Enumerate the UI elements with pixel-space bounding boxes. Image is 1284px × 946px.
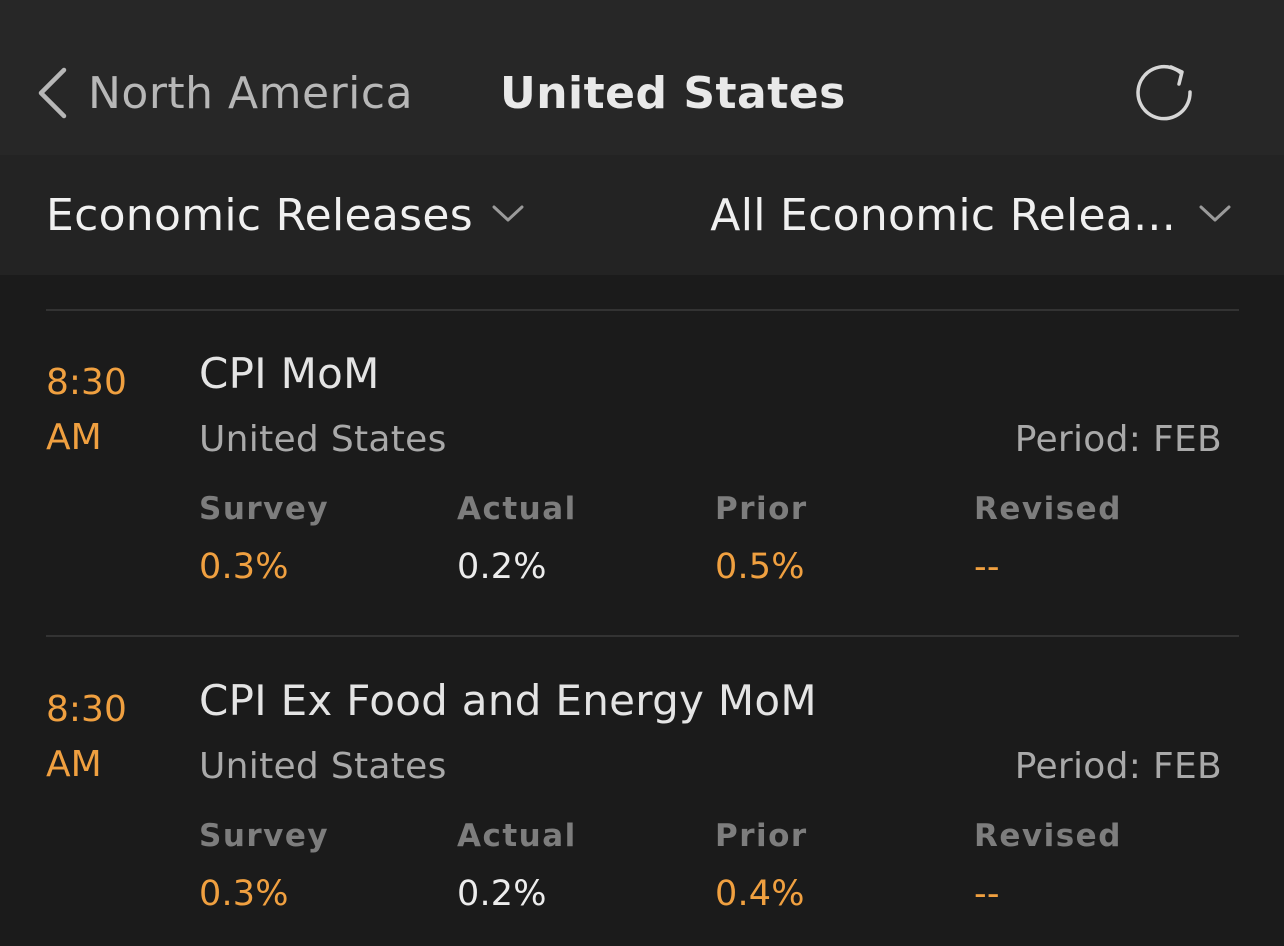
stat-label: Revised <box>974 491 1122 527</box>
stat-label: Prior <box>715 818 808 854</box>
back-label: North America <box>88 67 414 119</box>
release-row[interactable]: 8:30 AM CPI Ex Food and Energy MoM Unite… <box>0 638 1284 928</box>
stat-revised: Revised -- <box>974 818 1214 914</box>
stat-actual: Actual 0.2% <box>457 818 697 914</box>
stat-value: 0.2% <box>457 547 547 587</box>
stat-value: 0.5% <box>715 547 805 587</box>
release-period: Period: FEB <box>1014 419 1222 460</box>
release-country: United States <box>199 746 447 787</box>
stat-value: 0.2% <box>457 874 547 914</box>
chevron-left-icon <box>36 67 68 119</box>
release-time-hour: 8:30 <box>46 362 127 403</box>
refresh-icon <box>1130 64 1198 130</box>
page-title: United States <box>500 67 846 119</box>
release-time-ampm: AM <box>46 744 102 785</box>
subcategory-dropdown-label: All Economic Relea... <box>710 189 1176 241</box>
stat-value: 0.4% <box>715 874 805 914</box>
stat-label: Revised <box>974 818 1122 854</box>
subcategory-dropdown[interactable]: All Economic Relea... <box>710 185 1232 245</box>
stat-survey: Survey 0.3% <box>199 818 439 914</box>
release-title: CPI Ex Food and Energy MoM <box>199 676 817 725</box>
stat-value: -- <box>974 874 1000 914</box>
stat-value: -- <box>974 547 1000 587</box>
chevron-down-icon <box>1198 203 1232 227</box>
stat-label: Actual <box>457 491 577 527</box>
back-button[interactable]: North America <box>36 62 413 124</box>
release-time-hour: 8:30 <box>46 689 127 730</box>
stat-label: Survey <box>199 818 330 854</box>
release-time: 8:30 AM <box>46 682 166 792</box>
nav-bar: North America United States <box>0 0 1284 155</box>
list-divider <box>46 309 1239 311</box>
stat-revised: Revised -- <box>974 491 1214 587</box>
release-period: Period: FEB <box>1014 746 1222 787</box>
stat-value: 0.3% <box>199 547 289 587</box>
release-time: 8:30 AM <box>46 355 166 465</box>
stat-survey: Survey 0.3% <box>199 491 439 587</box>
release-list: 8:30 AM CPI MoM United States Period: FE… <box>0 275 1284 946</box>
stat-prior: Prior 0.4% <box>715 818 955 914</box>
release-country: United States <box>199 419 447 460</box>
refresh-button[interactable] <box>1130 58 1198 126</box>
release-time-ampm: AM <box>46 417 102 458</box>
release-title: CPI MoM <box>199 349 380 398</box>
filter-bar: Economic Releases All Economic Relea... <box>0 155 1284 275</box>
stat-label: Actual <box>457 818 577 854</box>
category-dropdown[interactable]: Economic Releases <box>46 185 525 245</box>
stat-actual: Actual 0.2% <box>457 491 697 587</box>
stat-label: Prior <box>715 491 808 527</box>
release-row[interactable]: 8:30 AM CPI MoM United States Period: FE… <box>0 311 1284 601</box>
stat-value: 0.3% <box>199 874 289 914</box>
list-divider <box>46 635 1239 637</box>
stat-label: Survey <box>199 491 330 527</box>
category-dropdown-label: Economic Releases <box>46 189 473 241</box>
chevron-down-icon <box>491 203 525 227</box>
stat-prior: Prior 0.5% <box>715 491 955 587</box>
